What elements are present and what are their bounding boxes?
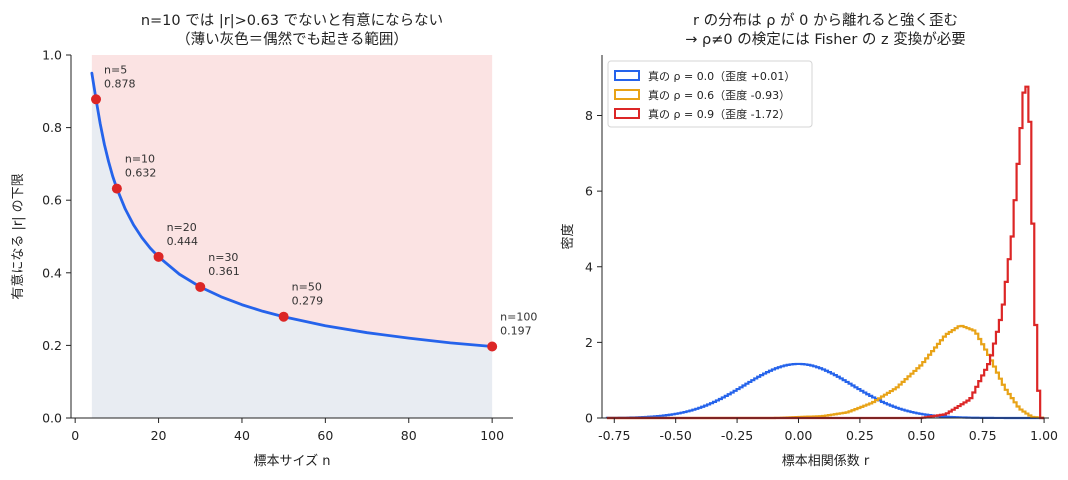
legend-swatch bbox=[614, 70, 640, 81]
point-label: n=5 bbox=[104, 63, 127, 76]
point-label: n=10 bbox=[125, 153, 155, 166]
point-label: n=100 bbox=[500, 310, 537, 323]
point-value-label: 0.444 bbox=[167, 235, 199, 248]
data-point bbox=[487, 341, 498, 352]
data-point bbox=[153, 251, 164, 262]
point-value-label: 0.279 bbox=[292, 295, 324, 308]
x-tick-label: 0 bbox=[71, 428, 79, 443]
chance-region bbox=[91, 73, 493, 419]
right-chart: -0.75 -0.50 -0.25 0.00 0.25 0.50 0.75 1.00 0 2 4 6 8… bbox=[560, 11, 1058, 469]
significant-region bbox=[91, 55, 493, 347]
data-point bbox=[111, 183, 122, 194]
x-axis-label: 標本相関係数 r bbox=[782, 454, 870, 469]
x-tick-label: 0.75 bbox=[969, 428, 997, 443]
y-tick-label: 4 bbox=[585, 259, 593, 274]
data-point bbox=[195, 281, 206, 292]
data-point bbox=[91, 94, 102, 105]
x-tick-label: 60 bbox=[317, 428, 333, 443]
y-tick-label: 0.6 bbox=[42, 193, 62, 208]
point-value-label: 0.197 bbox=[500, 324, 532, 337]
y-tick-label: 1.0 bbox=[42, 48, 62, 63]
legend-box bbox=[607, 60, 813, 128]
point-value-label: 0.632 bbox=[125, 167, 156, 180]
x-tick-label: -0.50 bbox=[660, 428, 692, 443]
y-tick-label: 0.0 bbox=[42, 411, 62, 426]
x-tick-label: -0.25 bbox=[721, 428, 753, 443]
histogram-series bbox=[605, 362, 1045, 420]
x-tick-label: 0.25 bbox=[846, 428, 874, 443]
point-label: n=20 bbox=[167, 221, 197, 234]
y-tick-label: 0.8 bbox=[42, 120, 62, 135]
y-tick-label: 0 bbox=[585, 411, 593, 426]
point-value-label: 0.361 bbox=[208, 265, 240, 278]
y-tick-label: 0.2 bbox=[42, 338, 62, 353]
histogram-series bbox=[606, 85, 1045, 420]
x-tick-label: 40 bbox=[234, 428, 250, 443]
x-tick-label: 80 bbox=[401, 428, 417, 443]
x-tick-label: 1.00 bbox=[1030, 428, 1058, 443]
chart-subtitle: → ρ≠0 の検定には Fisher の z 変換が必要 bbox=[685, 31, 965, 48]
point-value-label: 0.878 bbox=[104, 77, 135, 90]
y-tick-label: 8 bbox=[585, 108, 593, 123]
x-tick-label: 0.50 bbox=[907, 428, 935, 443]
y-tick-label: 0.4 bbox=[42, 265, 62, 280]
x-tick-label: 20 bbox=[151, 428, 167, 443]
y-tick-label: 2 bbox=[585, 335, 593, 350]
left-chart: n=50.878n=100.632n=200.444n=300.361n=500… bbox=[10, 11, 537, 469]
legend-swatch bbox=[614, 89, 640, 100]
legend-entry: 真の ρ = 0.6（歪度 -0.93） bbox=[648, 88, 790, 102]
x-axis-label: 標本サイズ n bbox=[254, 453, 331, 469]
point-label: n=50 bbox=[292, 281, 322, 294]
y-axis-label: 密度 bbox=[560, 223, 576, 249]
legend-entry: 真の ρ = 0.9（歪度 -1.72） bbox=[648, 107, 790, 121]
histogram-series bbox=[606, 324, 1045, 420]
y-axis-label: 有意になる |r| の下限 bbox=[10, 173, 26, 299]
y-tick-label: 6 bbox=[585, 184, 593, 199]
point-label: n=30 bbox=[208, 251, 238, 264]
x-tick-label: 0.00 bbox=[785, 428, 813, 443]
x-tick-label: 100 bbox=[480, 428, 504, 443]
chart-title: n=10 では |r|>0.63 でないと有意にならない bbox=[141, 11, 443, 29]
x-tick-label: -0.75 bbox=[598, 428, 630, 443]
chart-subtitle: （薄い灰色＝偶然でも起きる範囲） bbox=[176, 30, 408, 48]
legend-entry: 真の ρ = 0.0（歪度 +0.01） bbox=[648, 69, 795, 83]
data-point bbox=[278, 311, 289, 322]
legend-swatch bbox=[614, 108, 640, 119]
chart-title: r の分布は ρ が 0 から離れると強く歪む bbox=[693, 11, 958, 29]
